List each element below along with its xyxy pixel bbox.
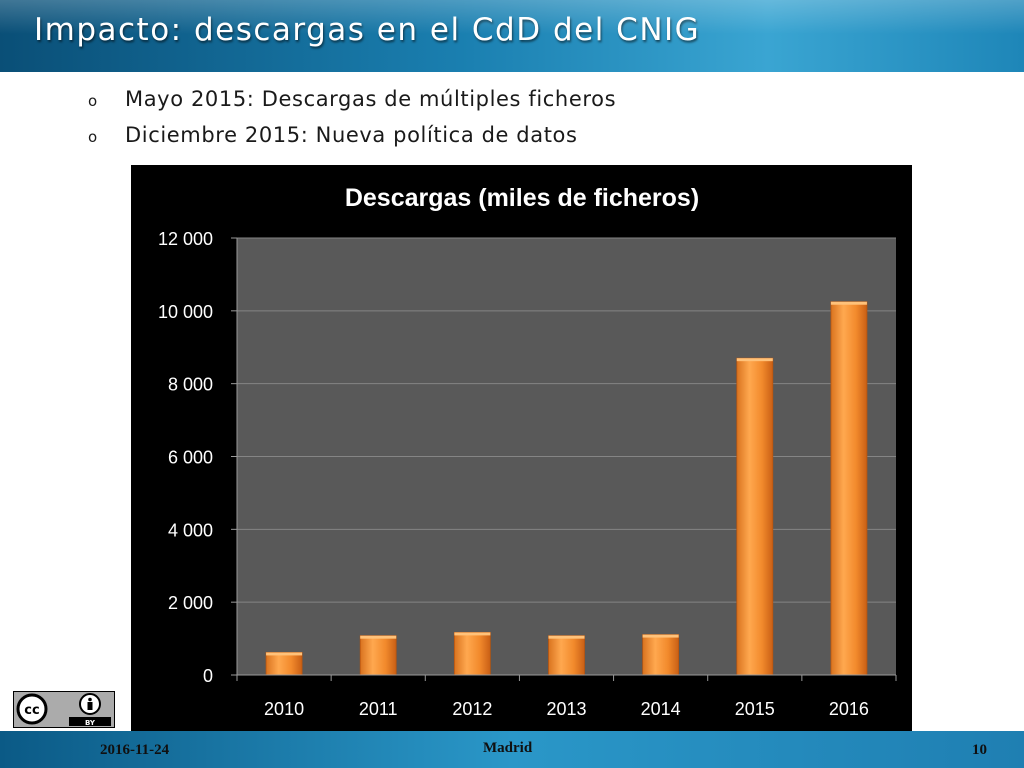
bar-2015: [736, 357, 774, 676]
bar-2010: [265, 652, 303, 676]
bar-2013: [548, 635, 585, 676]
slide-title: Impacto: descargas en el CdD del CNIG: [34, 12, 701, 48]
x-tick-label: 2015: [735, 699, 775, 719]
attribution-icon: [79, 693, 101, 715]
x-tick-label: 2013: [546, 699, 586, 719]
x-tick-label: 2012: [452, 699, 492, 719]
footer-date: 2016-11-24: [100, 742, 170, 758]
x-tick-label: 2016: [829, 699, 869, 719]
bullet-list: o Mayo 2015: Descargas de múltiples fich…: [88, 84, 616, 156]
bar-2014: [642, 634, 680, 676]
bar-highlight: [360, 635, 397, 639]
x-axis-labels: 2010 2011 2012 2013 2014 2015 2016: [236, 675, 897, 719]
y-tick-label: 0: [203, 666, 213, 686]
bar-2011: [359, 635, 397, 676]
chart-title: Descargas (miles de ficheros): [345, 184, 699, 212]
bar-2016: [830, 301, 868, 676]
footer-location: Madrid: [483, 740, 533, 756]
title-bar: Impacto: descargas en el CdD del CNIG: [0, 0, 1024, 72]
bar-2012: [453, 631, 491, 676]
bullet-text: Mayo 2015: Descargas de múltiples ficher…: [125, 87, 617, 111]
page-number: 10: [972, 742, 987, 758]
cc-by-label: BY: [85, 719, 96, 727]
cc-icon: cc: [16, 693, 48, 725]
footer-bar: [0, 731, 1024, 768]
x-tick-label: 2011: [359, 699, 398, 719]
y-tick-label: 10 000: [158, 302, 213, 322]
bar-highlight: [642, 634, 679, 638]
x-tick-label: 2010: [264, 699, 304, 719]
bullet-text: Diciembre 2015: Nueva política de datos: [125, 123, 578, 147]
bar-highlight: [454, 632, 491, 636]
y-axis-labels: 0 2 000 4 000 6 000 8 000 10 000 12 000: [158, 229, 237, 686]
x-tick-label: 2014: [641, 699, 681, 719]
bar-chart: Descargas (miles de ficheros) 0 2 000 4 00…: [131, 165, 912, 733]
cc-by-license-badge: cc BY: [13, 691, 115, 728]
svg-text:cc: cc: [24, 703, 39, 718]
bar-highlight: [736, 358, 773, 362]
gridlines: [237, 237, 896, 603]
bullet-marker: o: [88, 128, 98, 146]
bullet-item: o Mayo 2015: Descargas de múltiples fich…: [88, 84, 616, 120]
y-tick-label: 8 000: [168, 375, 213, 395]
bullet-marker: o: [88, 92, 98, 110]
y-tick-label: 2 000: [168, 593, 213, 613]
y-tick-label: 12 000: [158, 229, 213, 249]
y-tick-label: 4 000: [168, 520, 213, 540]
y-tick-label: 6 000: [168, 448, 213, 468]
bar-highlight: [830, 301, 867, 305]
bar-highlight: [266, 652, 303, 656]
bar-highlight: [548, 635, 585, 639]
bullet-item: o Diciembre 2015: Nueva política de dato…: [88, 120, 616, 156]
